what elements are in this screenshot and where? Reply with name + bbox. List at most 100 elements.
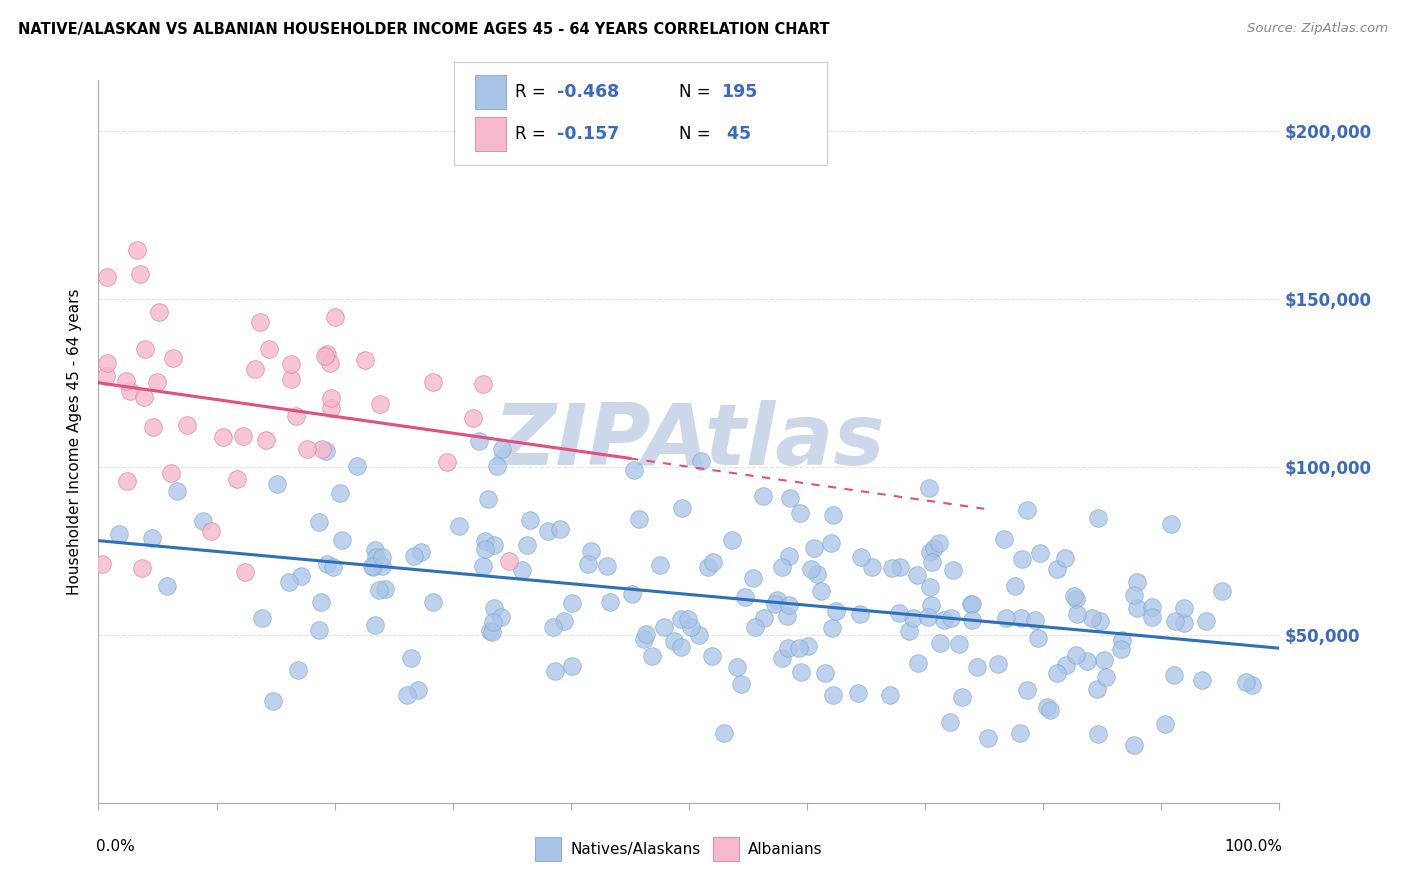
Point xyxy=(287,663,309,677)
Point xyxy=(115,375,138,389)
Point xyxy=(918,580,941,594)
Point xyxy=(813,666,835,681)
Point xyxy=(960,598,983,612)
Point xyxy=(633,632,655,646)
Point xyxy=(1173,616,1195,631)
Point xyxy=(250,610,273,624)
Point xyxy=(993,532,1015,546)
Point xyxy=(778,641,800,656)
Point xyxy=(402,549,425,563)
Point xyxy=(482,538,505,552)
Point xyxy=(1066,607,1088,622)
Point xyxy=(118,384,141,399)
Point xyxy=(917,610,939,624)
Point xyxy=(1173,601,1195,615)
Point xyxy=(730,677,752,691)
Point xyxy=(315,443,337,458)
Text: N =: N = xyxy=(679,125,716,143)
Point xyxy=(941,563,963,577)
Point xyxy=(371,559,394,574)
Point xyxy=(889,559,911,574)
Point xyxy=(561,658,583,673)
Point xyxy=(1076,654,1098,668)
Point xyxy=(489,610,512,624)
Point xyxy=(1164,614,1187,628)
Point xyxy=(770,651,793,665)
Point xyxy=(477,491,499,506)
Point xyxy=(374,582,396,597)
Point xyxy=(796,639,818,653)
Point xyxy=(479,624,502,638)
Point xyxy=(142,420,165,434)
Point xyxy=(353,353,375,368)
Point xyxy=(285,409,308,423)
Text: -0.157: -0.157 xyxy=(557,125,619,143)
Point xyxy=(316,557,339,571)
Point xyxy=(422,594,444,608)
Point xyxy=(232,429,254,443)
Point xyxy=(789,665,811,680)
Point xyxy=(257,342,280,356)
Point xyxy=(463,411,485,425)
Point xyxy=(212,430,235,444)
Point xyxy=(1142,600,1164,615)
Point xyxy=(1046,666,1069,681)
Y-axis label: Householder Income Ages 45 - 64 years: Householder Income Ages 45 - 64 years xyxy=(67,288,83,595)
Point xyxy=(620,586,643,600)
Point xyxy=(1063,589,1085,603)
Point xyxy=(744,620,766,634)
Point xyxy=(1195,615,1218,629)
Point xyxy=(846,686,869,700)
Point xyxy=(395,688,418,702)
Text: Source: ZipAtlas.com: Source: ZipAtlas.com xyxy=(1247,22,1388,36)
Point xyxy=(131,560,153,574)
Point xyxy=(266,476,288,491)
Point xyxy=(115,474,138,488)
Point xyxy=(409,544,432,558)
Point xyxy=(920,599,942,613)
Point xyxy=(1029,546,1052,560)
Point xyxy=(898,624,921,638)
Point xyxy=(823,508,845,523)
Point xyxy=(928,536,950,550)
Point xyxy=(664,633,686,648)
Point xyxy=(262,694,284,708)
Point xyxy=(820,536,842,550)
Point xyxy=(921,555,943,569)
Point xyxy=(623,463,645,477)
Point xyxy=(510,563,533,577)
Point xyxy=(671,501,693,516)
Point xyxy=(688,628,710,642)
Point xyxy=(249,315,271,329)
Point xyxy=(966,660,988,674)
Point xyxy=(806,566,828,581)
Point xyxy=(627,512,650,526)
Text: ZIPAtlas: ZIPAtlas xyxy=(494,400,884,483)
Point xyxy=(364,618,387,632)
Point xyxy=(553,615,575,629)
Point xyxy=(903,611,925,625)
Point xyxy=(1087,727,1109,741)
Point xyxy=(960,598,983,612)
Point xyxy=(702,649,724,664)
Point xyxy=(371,549,394,564)
Point xyxy=(166,483,188,498)
Point xyxy=(94,369,117,384)
Point xyxy=(596,559,619,574)
Point xyxy=(127,243,149,257)
Point xyxy=(1211,584,1233,599)
Point xyxy=(939,715,962,730)
Point xyxy=(1160,516,1182,531)
Point xyxy=(468,434,491,448)
Text: 100.0%: 100.0% xyxy=(1223,838,1282,854)
Point xyxy=(1126,575,1149,590)
Point xyxy=(1154,717,1177,731)
Point xyxy=(1080,611,1102,625)
Point xyxy=(1109,642,1132,657)
Bar xyxy=(536,838,561,861)
Point xyxy=(176,417,198,432)
Point xyxy=(277,575,299,590)
Point xyxy=(329,485,352,500)
Point xyxy=(932,613,955,627)
Point xyxy=(319,391,342,405)
